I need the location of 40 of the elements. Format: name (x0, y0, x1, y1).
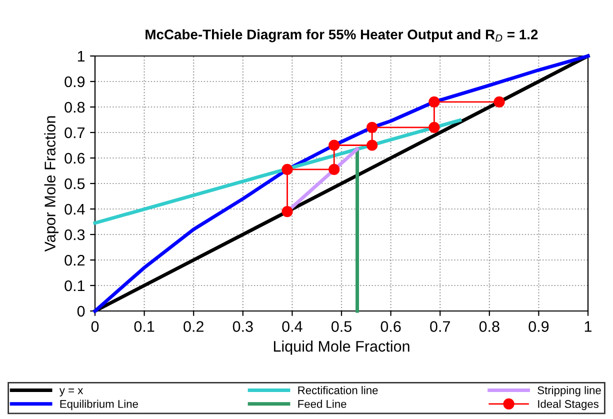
legend-label: y = x (59, 388, 84, 396)
point (366, 140, 378, 151)
legend-label: Ideal Stages (538, 400, 599, 410)
x-tick-label: 0 (91, 321, 99, 332)
point (282, 206, 293, 218)
point (328, 164, 340, 176)
x-tick-label: 0.2 (184, 321, 204, 332)
x-axis-title: Liquid Mole Fraction (274, 340, 410, 355)
legend-label: Equilibrium Line (60, 400, 138, 410)
x-tick-label: 0.5 (331, 321, 352, 332)
x-tick-label: 0.4 (282, 321, 302, 332)
point (366, 122, 378, 133)
x-tick-label: 1 (584, 321, 592, 332)
legend-label: Feed Line (298, 400, 346, 408)
x-tick-label: 0.9 (528, 321, 549, 332)
x-tick-label: 0.7 (430, 321, 450, 332)
y-tick-label: 0.5 (64, 178, 85, 190)
y-tick-label: 0.9 (64, 76, 85, 88)
point (282, 164, 293, 176)
x-tick-label: 0.6 (380, 321, 401, 332)
y-tick-label: 0 (77, 306, 85, 317)
y-tick-label: 0.2 (64, 254, 85, 266)
x-tick-label: 0.3 (232, 321, 253, 332)
point (428, 122, 440, 133)
legend-label: Stripping line (538, 386, 601, 396)
y-tick-label: 0.3 (64, 229, 85, 240)
y-axis-title: Vapor Mole Fraction (44, 116, 58, 252)
y-tick-label: 1 (78, 51, 85, 62)
y-tick-label: 0.1 (64, 280, 85, 292)
point (328, 140, 340, 151)
y-tick-label: 0.6 (64, 152, 85, 164)
y-tick-label: 0.7 (64, 127, 85, 138)
point (494, 96, 505, 108)
y-tick-label: 0.4 (64, 204, 85, 215)
legend-label: Rectification line (298, 386, 378, 394)
x-tick-label: 0.8 (479, 321, 500, 332)
y-tick-label: 0.8 (64, 102, 85, 113)
x-tick-label: 0.1 (134, 321, 154, 332)
chart-title: McCabe-Thiele Diagram for 55% Heater Output and R$_{D}$ = 1.2 (146, 29, 538, 42)
point (428, 96, 440, 108)
